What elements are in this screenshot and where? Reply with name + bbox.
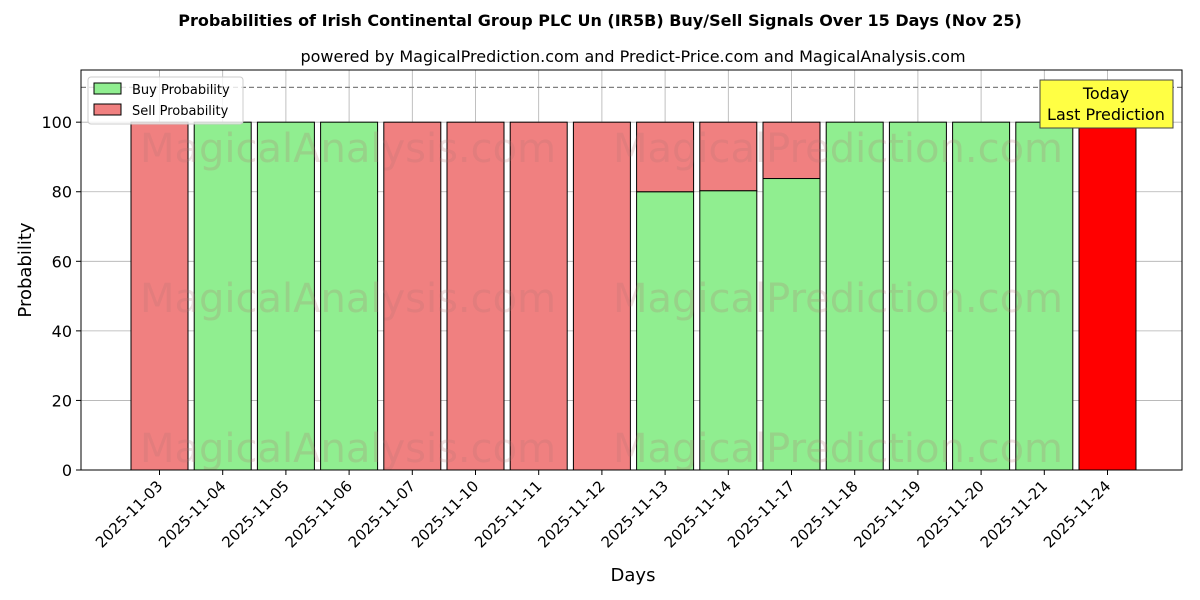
- legend-label-sell: Sell Probability: [132, 104, 229, 119]
- today-annotation: Today Last Prediction: [1039, 79, 1174, 129]
- bar-buy: [1015, 121, 1074, 471]
- watermark-text: MagicalPrediction.com: [613, 426, 1063, 472]
- legend-box: [87, 76, 244, 125]
- bar-sell: [636, 121, 695, 193]
- legend-swatch-sell: [93, 103, 122, 116]
- y-tick-label: 80: [52, 183, 72, 202]
- x-tick-label: 2025-11-06: [282, 477, 356, 551]
- y-tick-label: 60: [52, 252, 72, 271]
- bar-sell: [1078, 121, 1137, 471]
- bar-buy: [699, 190, 758, 471]
- x-tick-label: 2025-11-20: [914, 477, 988, 551]
- annotation-box: [1039, 79, 1174, 129]
- x-tick-label: 2025-11-24: [1040, 477, 1114, 551]
- watermark-text: MagicalPrediction.com: [613, 276, 1063, 322]
- x-tick-label: 2025-11-12: [534, 477, 608, 551]
- x-tick-label: 2025-11-19: [850, 477, 924, 551]
- watermark-text: MagicalAnalysis.com: [140, 276, 556, 322]
- bar-buy: [320, 121, 379, 471]
- bar-buy: [952, 121, 1011, 471]
- bars: [130, 121, 1137, 471]
- annotation-line-1: Today: [1082, 84, 1129, 103]
- bar-sell: [383, 121, 442, 471]
- watermark-text: MagicalAnalysis.com: [140, 426, 556, 472]
- x-tick-label: 2025-11-07: [345, 477, 419, 551]
- chart-subtitle: powered by MagicalPrediction.com and Pre…: [300, 47, 965, 66]
- x-tick-label: 2025-11-17: [724, 477, 798, 551]
- x-tick-label: 2025-11-14: [661, 477, 735, 551]
- bar-buy: [762, 178, 821, 471]
- y-axis: 0 20 40 60 80 100: [41, 113, 81, 480]
- bar-buy: [888, 121, 947, 471]
- x-tick-label: 2025-11-04: [155, 477, 229, 551]
- legend-label-buy: Buy Probability: [132, 83, 230, 98]
- bar-buy: [825, 121, 884, 471]
- legend: Buy Probability Sell Probability: [87, 76, 244, 125]
- x-tick-label: 2025-11-05: [218, 477, 292, 551]
- y-tick-label: 0: [62, 461, 72, 480]
- x-axis: 2025-11-032025-11-042025-11-052025-11-06…: [92, 470, 1114, 551]
- y-tick-label: 40: [52, 322, 72, 341]
- x-tick-label: 2025-11-03: [92, 477, 166, 551]
- x-tick-label: 2025-11-13: [598, 477, 672, 551]
- watermark-text: MagicalPrediction.com: [613, 126, 1063, 172]
- bar-sell: [762, 121, 821, 180]
- chart-title: Probabilities of Irish Continental Group…: [178, 11, 1022, 30]
- x-tick-label: 2025-11-10: [408, 477, 482, 551]
- bar-sell: [699, 121, 758, 192]
- y-tick-label: 100: [41, 113, 72, 132]
- bar-sell: [572, 121, 631, 471]
- x-axis-label: Days: [611, 565, 656, 586]
- bar-sell: [446, 121, 505, 471]
- watermark-text: MagicalAnalysis.com: [140, 126, 556, 172]
- legend-swatch-buy: [93, 82, 122, 95]
- x-tick-label: 2025-11-11: [471, 477, 545, 551]
- plot-frame: [80, 69, 1183, 471]
- x-tick-label: 2025-11-18: [787, 477, 861, 551]
- x-tick-label: 2025-11-21: [977, 477, 1051, 551]
- bar-buy: [636, 191, 695, 471]
- y-tick-label: 20: [52, 391, 72, 410]
- bar-buy: [256, 121, 315, 471]
- bar-sell: [509, 121, 568, 471]
- watermarks: MagicalAnalysis.com MagicalPrediction.com…: [140, 126, 1063, 472]
- annotation-line-2: Last Prediction: [1047, 105, 1165, 124]
- y-axis-label: Probability: [15, 222, 36, 317]
